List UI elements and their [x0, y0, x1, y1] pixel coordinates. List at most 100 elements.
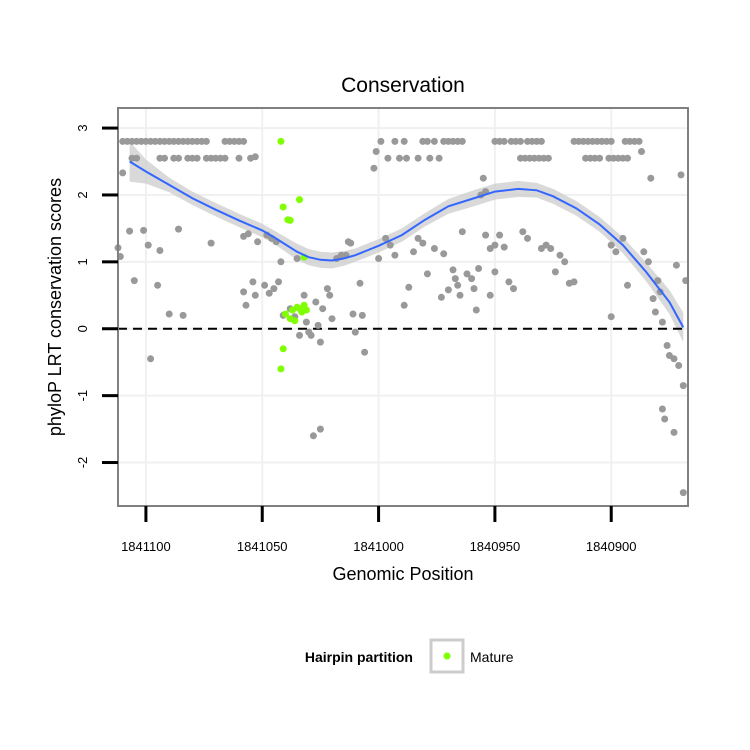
point-other-38 [235, 154, 243, 162]
point-other-102 [391, 137, 399, 145]
point-other-214 [658, 318, 666, 326]
point-other-52 [254, 238, 262, 246]
y-tick-label-5: 3 [75, 124, 90, 131]
point-other-218 [675, 362, 683, 369]
point-other-48 [175, 225, 182, 233]
point-other-80 [314, 321, 322, 329]
x-tick-label-2: 1841000 [353, 539, 404, 554]
series-other-points [114, 137, 690, 497]
point-mature-9 [291, 317, 299, 325]
point-other-49 [207, 239, 215, 247]
point-other-227 [679, 489, 687, 497]
point-other-219 [679, 382, 687, 390]
point-other-58 [154, 281, 162, 289]
point-other-158 [517, 137, 524, 145]
point-other-84 [326, 291, 334, 299]
point-other-69 [275, 278, 282, 286]
point-other-148 [510, 285, 517, 293]
point-other-18 [202, 137, 210, 145]
point-other-210 [649, 295, 657, 303]
point-other-91 [349, 310, 357, 318]
point-other-144 [491, 241, 499, 249]
point-other-204 [612, 248, 620, 256]
point-other-152 [470, 285, 478, 293]
point-mature-3 [286, 216, 294, 224]
point-other-46 [144, 241, 152, 249]
point-other-108 [423, 137, 431, 145]
point-other-196 [596, 154, 604, 162]
x-axis-title: Genomic Position [332, 564, 473, 584]
point-other-79 [312, 298, 320, 306]
point-other-99 [372, 148, 380, 155]
point-other-105 [403, 154, 410, 162]
point-mature-0 [277, 137, 285, 145]
point-other-217 [670, 355, 678, 363]
x-tick-label-4: 1840900 [586, 539, 637, 554]
point-other-121 [400, 301, 408, 309]
point-other-155 [500, 137, 508, 145]
point-other-136 [463, 270, 471, 278]
point-other-81 [316, 338, 324, 346]
point-other-175 [551, 268, 559, 276]
point-other-225 [661, 415, 669, 423]
point-other-134 [456, 291, 464, 299]
point-other-73 [296, 331, 303, 339]
legend-title: Hairpin partition [305, 649, 413, 665]
x-tick-label-3: 1840950 [470, 539, 521, 554]
point-other-215 [663, 342, 671, 349]
y-tick-label-0: -2 [75, 457, 90, 469]
point-other-32 [193, 154, 201, 162]
point-other-76 [302, 318, 310, 326]
point-other-75 [293, 255, 301, 262]
point-other-149 [491, 268, 499, 276]
point-other-95 [361, 348, 369, 356]
point-other-226 [670, 428, 678, 436]
point-other-106 [414, 154, 422, 162]
point-other-209 [644, 258, 652, 266]
legend-key-mature-icon [443, 652, 451, 660]
point-other-138 [472, 306, 480, 314]
point-other-78 [307, 331, 315, 339]
point-other-109 [426, 154, 434, 162]
point-other-92 [351, 328, 359, 336]
point-other-202 [638, 148, 645, 155]
point-other-90 [347, 239, 355, 247]
legend-label-mature: Mature [470, 649, 514, 665]
point-other-122 [405, 283, 413, 291]
series-mature-points [277, 137, 310, 373]
point-other-133 [454, 281, 462, 289]
data-points [114, 137, 690, 497]
point-other-163 [519, 228, 527, 236]
point-other-37 [221, 154, 229, 162]
point-other-118 [382, 234, 390, 242]
point-other-56 [277, 258, 285, 266]
point-other-60 [179, 311, 187, 319]
y-tick-label-1: -1 [75, 390, 90, 402]
point-other-124 [414, 234, 422, 242]
point-other-23 [240, 137, 248, 145]
chart-title: Conservation [341, 74, 465, 97]
point-other-224 [658, 405, 666, 413]
point-other-174 [547, 245, 555, 252]
panel-border [117, 107, 689, 507]
point-other-126 [423, 270, 431, 278]
plot-panel [114, 107, 690, 507]
point-other-201 [624, 154, 631, 162]
point-other-179 [570, 278, 578, 286]
point-other-98 [370, 164, 378, 172]
point-other-101 [384, 154, 392, 162]
point-mature-16 [277, 365, 285, 373]
point-other-203 [607, 241, 615, 249]
point-other-85 [328, 315, 336, 323]
point-other-131 [449, 266, 457, 274]
point-other-211 [651, 308, 659, 316]
point-other-151 [475, 265, 483, 272]
point-other-59 [165, 310, 173, 318]
point-other-83 [323, 285, 331, 293]
point-other-68 [270, 285, 278, 293]
point-other-82 [319, 305, 327, 313]
point-other-116 [458, 137, 466, 145]
point-mature-14 [302, 306, 310, 314]
point-other-206 [624, 281, 631, 289]
